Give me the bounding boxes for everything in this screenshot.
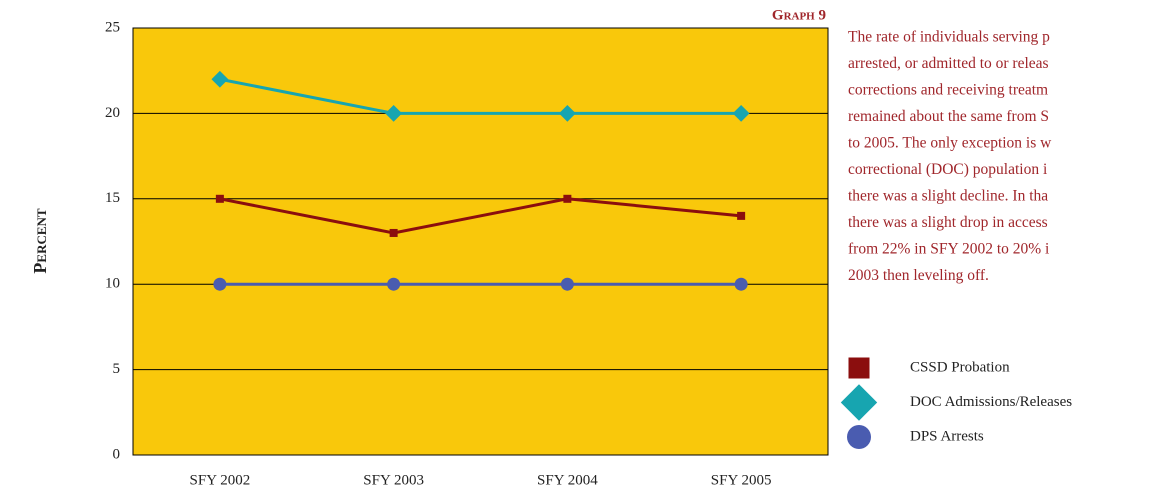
annotation-line: there was a slight drop in access [848,214,1048,231]
plot-border [132,27,829,456]
annotation-line: The rate of individuals serving p [848,29,1050,46]
y-tick-label: 20 [105,105,120,121]
chart-title: Graph 9 [772,7,826,23]
marker [215,194,224,203]
x-tick-label: SFY 2004 [537,472,598,488]
y-tick-label: 25 [105,19,120,35]
legend-marker [848,357,870,379]
marker [385,105,403,122]
annotation-line: there was a slight decline. In tha [848,188,1048,205]
legend-marker [847,425,871,449]
x-tick-label: SFY 2005 [711,472,772,488]
legend-marker [840,384,878,421]
marker [732,105,750,122]
annotation-line: remained about the same from S [848,108,1049,125]
marker [213,277,227,291]
y-tick-label: 10 [105,276,120,292]
annotation-line: from 22% in SFY 2002 to 20% i [848,241,1050,258]
y-tick-label: 5 [113,361,121,377]
annotation-line: correctional (DOC) population i [848,161,1048,178]
annotation-line: 2003 then leveling off. [848,267,989,284]
plot-area [133,28,828,455]
annotation-line: arrested, or admitted to or releas [848,55,1049,72]
marker [734,277,748,291]
y-tick-label: 15 [105,190,120,206]
marker [387,277,401,291]
marker [737,211,746,220]
marker [211,70,229,88]
marker [563,194,572,203]
series-line [219,197,742,235]
marker [389,228,398,237]
x-tick-label: SFY 2003 [363,472,424,488]
y-axis-label: Percent [30,208,50,274]
legend-label: CSSD Probation [910,359,1010,375]
marker [560,277,574,291]
x-tick-label: SFY 2002 [190,472,251,488]
annotation-line: corrections and receiving treatm [848,82,1048,99]
series-line [219,77,742,115]
y-tick-label: 0 [113,446,121,462]
legend-label: DOC Admissions/Releases [910,394,1072,410]
annotation-line: to 2005. The only exception is w [848,135,1052,152]
legend-label: DPS Arrests [910,428,984,444]
marker [558,105,576,122]
